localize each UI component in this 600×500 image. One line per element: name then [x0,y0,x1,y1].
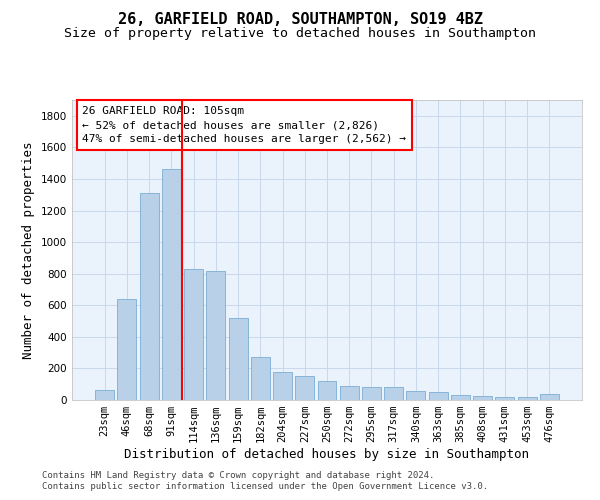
Bar [295,376,314,400]
Bar [184,269,203,400]
Y-axis label: Number of detached properties: Number of detached properties [22,141,35,359]
Bar [229,318,248,400]
Bar [496,397,514,400]
Bar [162,170,181,400]
Bar [384,388,403,400]
Bar [95,390,114,400]
Text: 26, GARFIELD ROAD, SOUTHAMPTON, SO19 4BZ: 26, GARFIELD ROAD, SOUTHAMPTON, SO19 4BZ [118,12,482,28]
Bar [317,381,337,400]
Text: Contains public sector information licensed under the Open Government Licence v3: Contains public sector information licen… [42,482,488,491]
Text: Size of property relative to detached houses in Southampton: Size of property relative to detached ho… [64,28,536,40]
Bar [206,270,225,400]
Bar [140,193,158,400]
Bar [406,392,425,400]
Bar [340,386,359,400]
Bar [540,394,559,400]
Bar [451,396,470,400]
Bar [518,397,536,400]
Bar [251,358,270,400]
Bar [273,372,292,400]
X-axis label: Distribution of detached houses by size in Southampton: Distribution of detached houses by size … [125,448,530,461]
Bar [362,386,381,400]
Text: 26 GARFIELD ROAD: 105sqm
← 52% of detached houses are smaller (2,826)
47% of sem: 26 GARFIELD ROAD: 105sqm ← 52% of detach… [82,106,406,144]
Text: Contains HM Land Registry data © Crown copyright and database right 2024.: Contains HM Land Registry data © Crown c… [42,471,434,480]
Bar [473,396,492,400]
Bar [118,299,136,400]
Bar [429,392,448,400]
